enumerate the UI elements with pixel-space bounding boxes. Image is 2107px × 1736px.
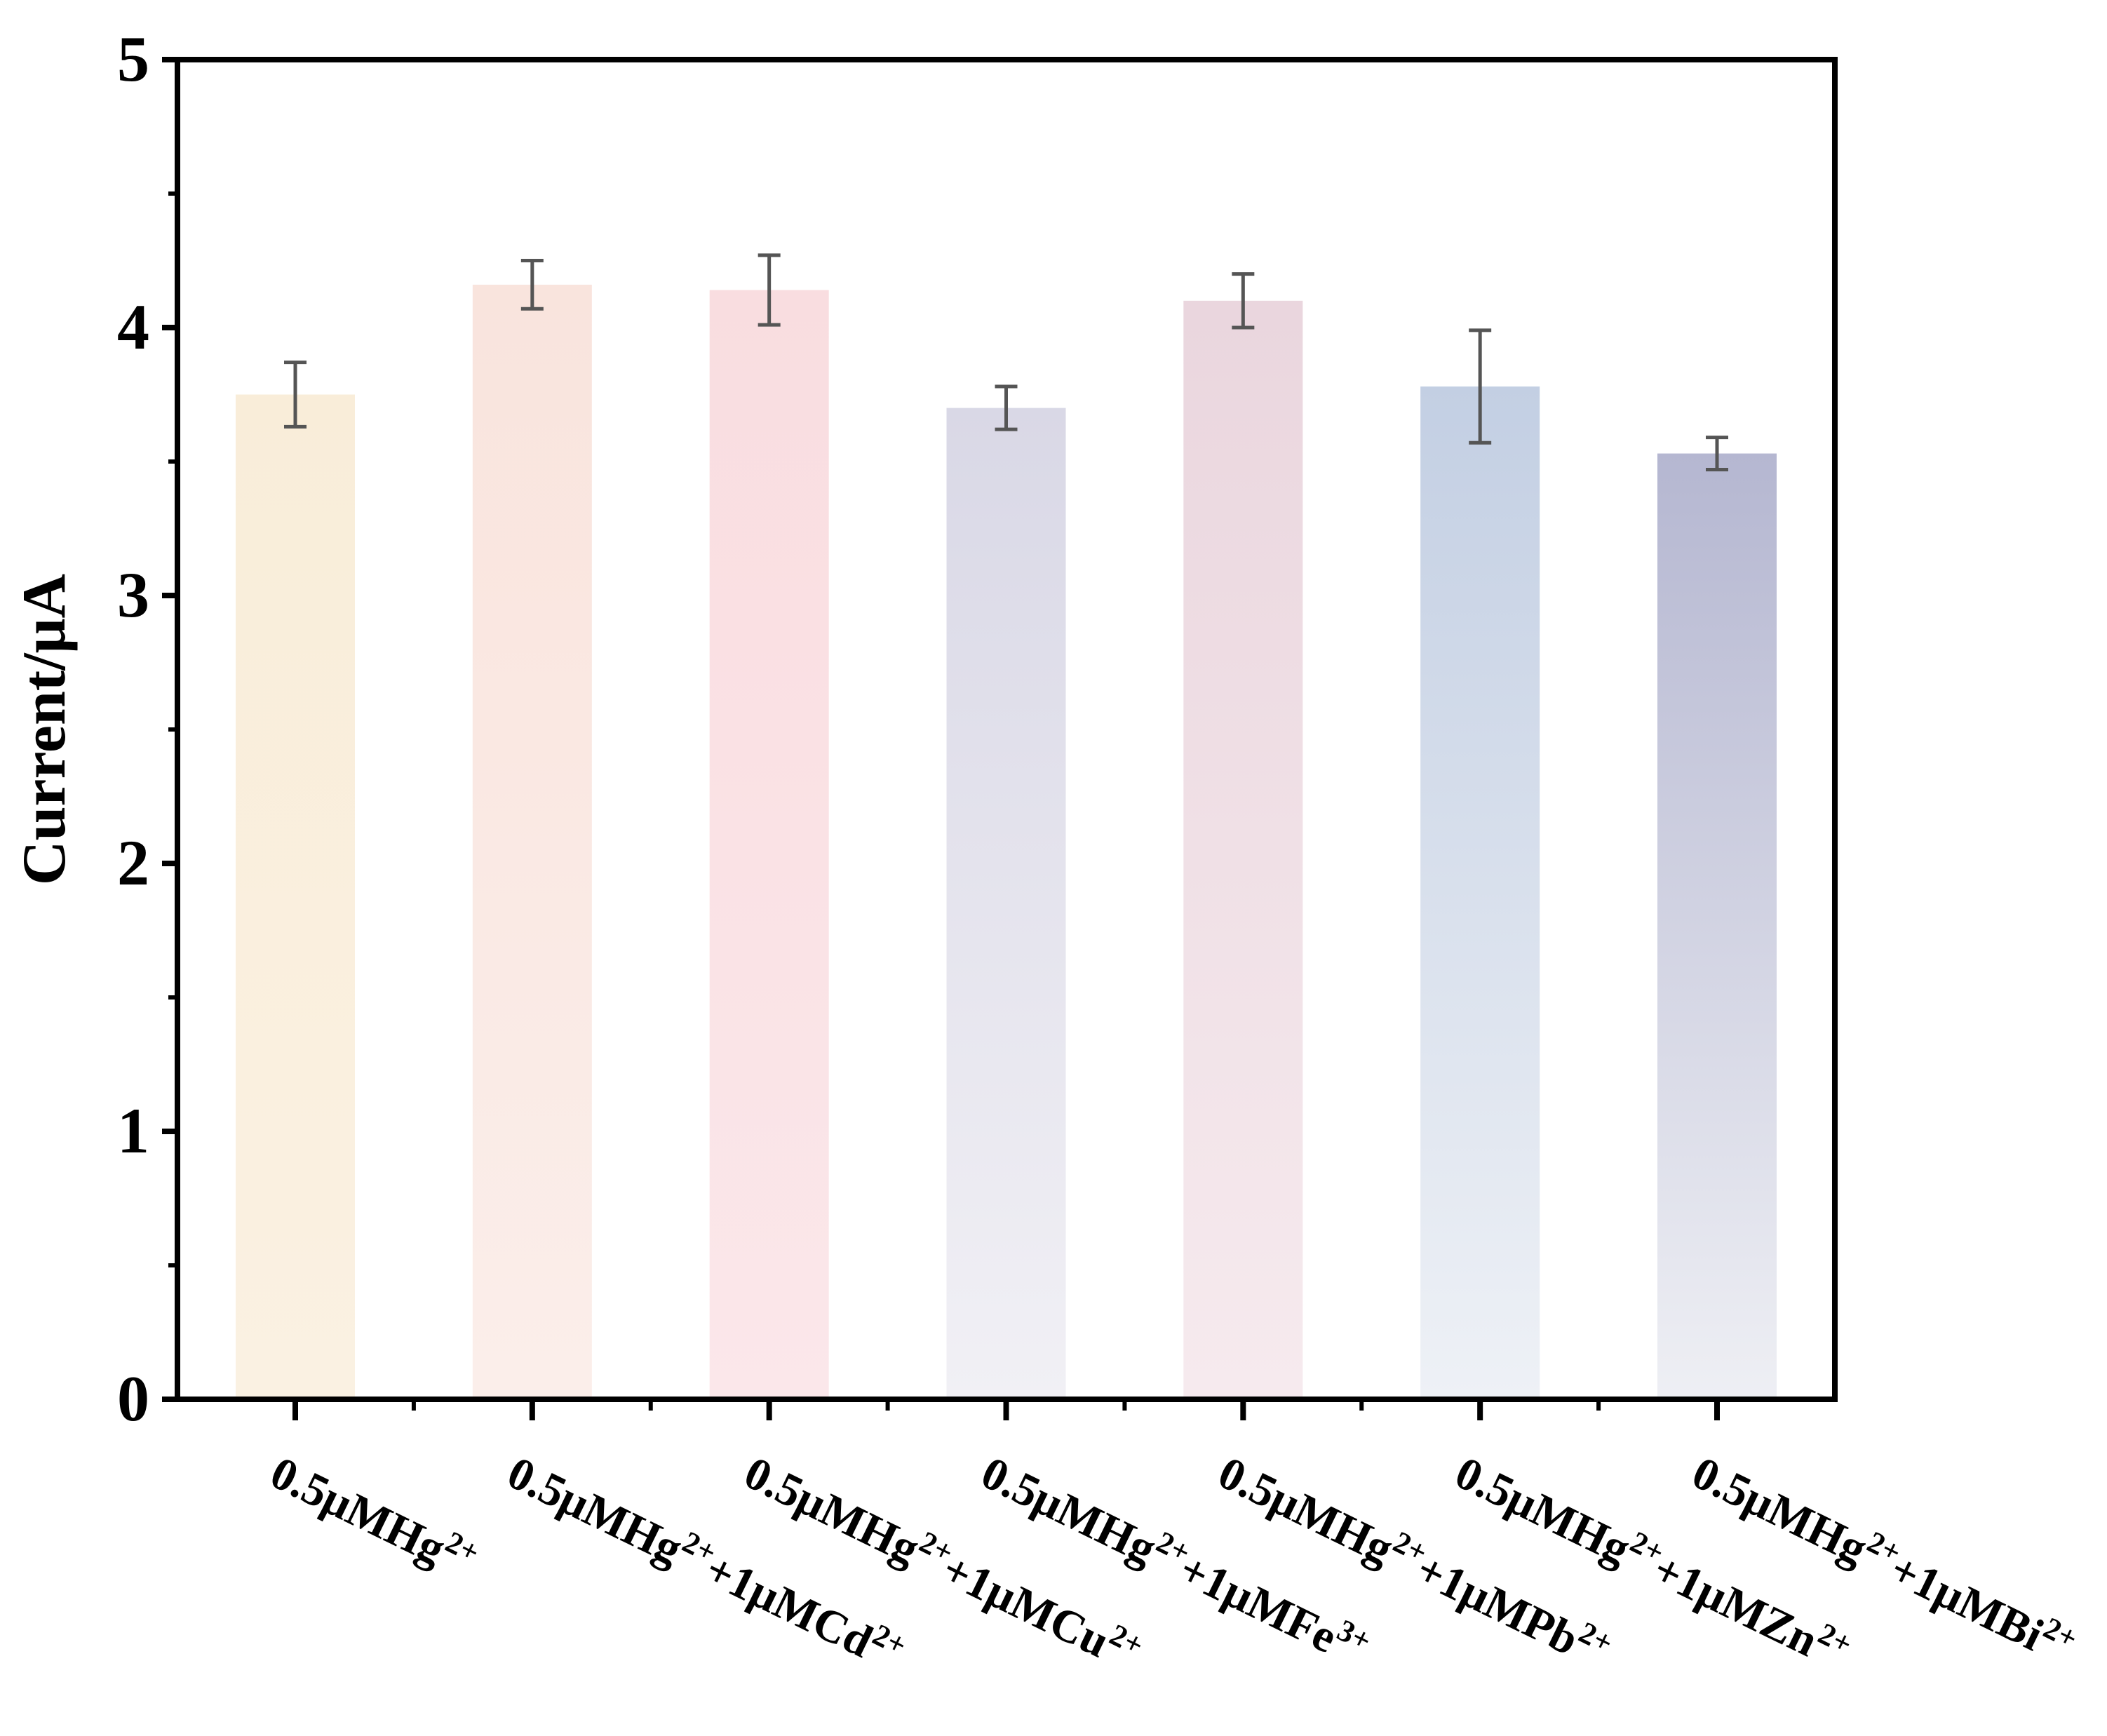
y-tick-label: 2 <box>117 827 149 899</box>
x-tick-label: 0.5μMHg2++1μMZn2+ <box>1448 1443 1858 1681</box>
y-tick-label: 0 <box>117 1363 149 1434</box>
bar-1 <box>472 284 592 1399</box>
x-axis: 0.5μMHg2+ 0.5μMHg2++1μMCd2+0.5μMHg2++1μMC… <box>262 1399 2083 1683</box>
bar-3 <box>946 408 1066 1399</box>
y-axis: 0 1 2 3 4 5 <box>117 23 177 1434</box>
y-tick-label: 3 <box>117 559 149 631</box>
error-bar-1 <box>520 259 544 311</box>
bars-layer <box>236 284 1777 1399</box>
error-bar-4 <box>1232 272 1255 330</box>
x-tick-label: 0.5μMHg2++1μMPb2+ <box>1211 1443 1619 1680</box>
x-tick-label: 0.5μMHg2+ <box>262 1443 485 1589</box>
bar-2 <box>709 290 829 1399</box>
x-tick-label: 0.5μMHg2++1μMBi2+ <box>1684 1443 2082 1676</box>
error-bar-6 <box>1706 436 1728 471</box>
bar-4 <box>1183 300 1303 1399</box>
y-tick-label: 1 <box>117 1095 149 1166</box>
y-axis-label: Current/μA <box>11 574 79 885</box>
error-bar-2 <box>758 253 781 327</box>
x-tick-label: 0.5μMHg2++1μMCd2+ <box>499 1443 912 1683</box>
error-bar-3 <box>995 384 1018 431</box>
error-bars-layer <box>284 253 1728 471</box>
bar-6 <box>1657 453 1777 1399</box>
error-bar-0 <box>284 361 307 429</box>
y-tick-label: 5 <box>117 23 149 95</box>
error-bar-5 <box>1469 328 1492 445</box>
y-tick-label: 4 <box>117 291 149 363</box>
x-tick-label: 0.5μMHg2++1μMFe3+ <box>974 1443 1377 1678</box>
bar-0 <box>236 394 355 1399</box>
bar-5 <box>1420 386 1540 1399</box>
x-tick-label: 0.5μMHg2++1μMCu2+ <box>736 1443 1149 1683</box>
